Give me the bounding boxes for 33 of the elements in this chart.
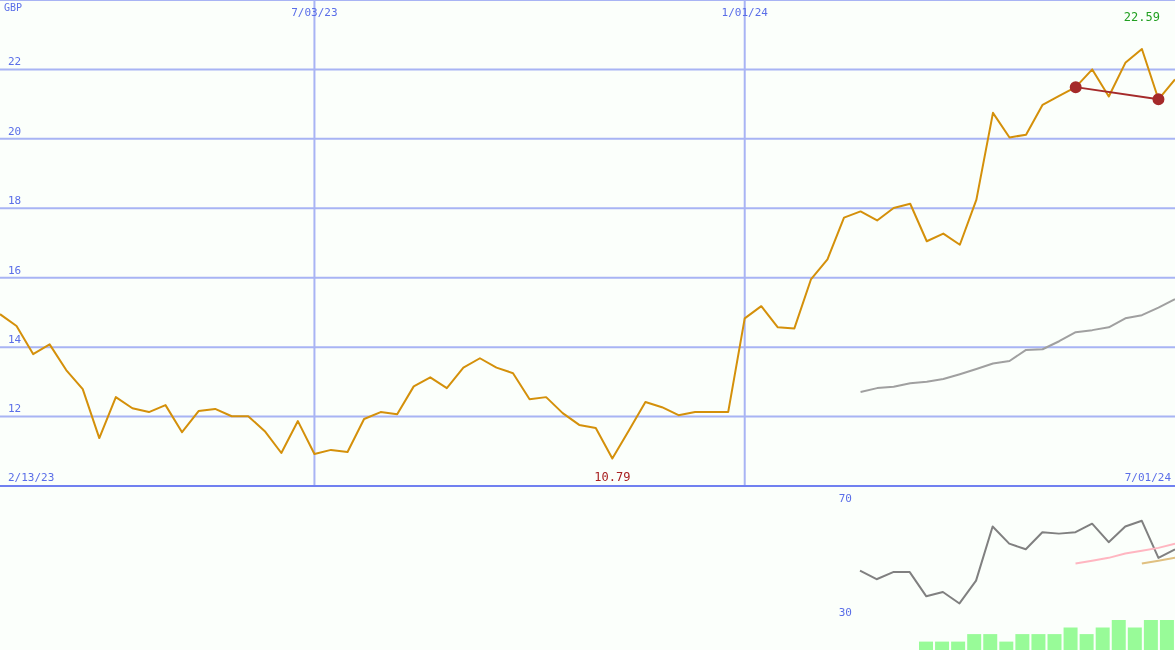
bar	[967, 634, 982, 650]
annotation: 7/01/24	[1124, 471, 1171, 484]
annotation: 2/13/23	[8, 471, 55, 484]
bar	[999, 641, 1014, 650]
y-tick-label: 20	[8, 124, 22, 138]
bar	[1127, 627, 1142, 650]
bar	[983, 634, 998, 650]
x-tick-label: 1/01/24	[721, 5, 769, 19]
bar	[919, 641, 933, 650]
annotation: 22.59	[1123, 9, 1160, 24]
y-tick-label: 70	[838, 491, 852, 505]
y-tick-label: 16	[8, 263, 22, 277]
y-tick-label: 12	[8, 402, 22, 416]
bar	[1047, 634, 1062, 650]
annotation: 10.79	[594, 470, 631, 485]
y-tick-label: 22	[8, 55, 22, 69]
bar	[1063, 627, 1078, 650]
line-series	[859, 519, 1175, 605]
bar	[1015, 634, 1030, 650]
bar	[1079, 634, 1094, 650]
y-tick-label: 18	[8, 194, 22, 208]
bar	[1031, 634, 1046, 650]
x-tick-label: 7/03/23	[291, 5, 338, 19]
y-tick-label: 14	[8, 333, 22, 347]
bar	[951, 641, 966, 650]
y-axis-title: GBP	[4, 2, 23, 13]
bar	[1111, 620, 1126, 650]
bar	[1095, 627, 1110, 650]
bar	[1143, 620, 1158, 650]
bar	[1159, 620, 1174, 650]
line-series	[1074, 542, 1175, 565]
y-tick-label: 30	[838, 605, 852, 619]
bar	[935, 641, 950, 650]
